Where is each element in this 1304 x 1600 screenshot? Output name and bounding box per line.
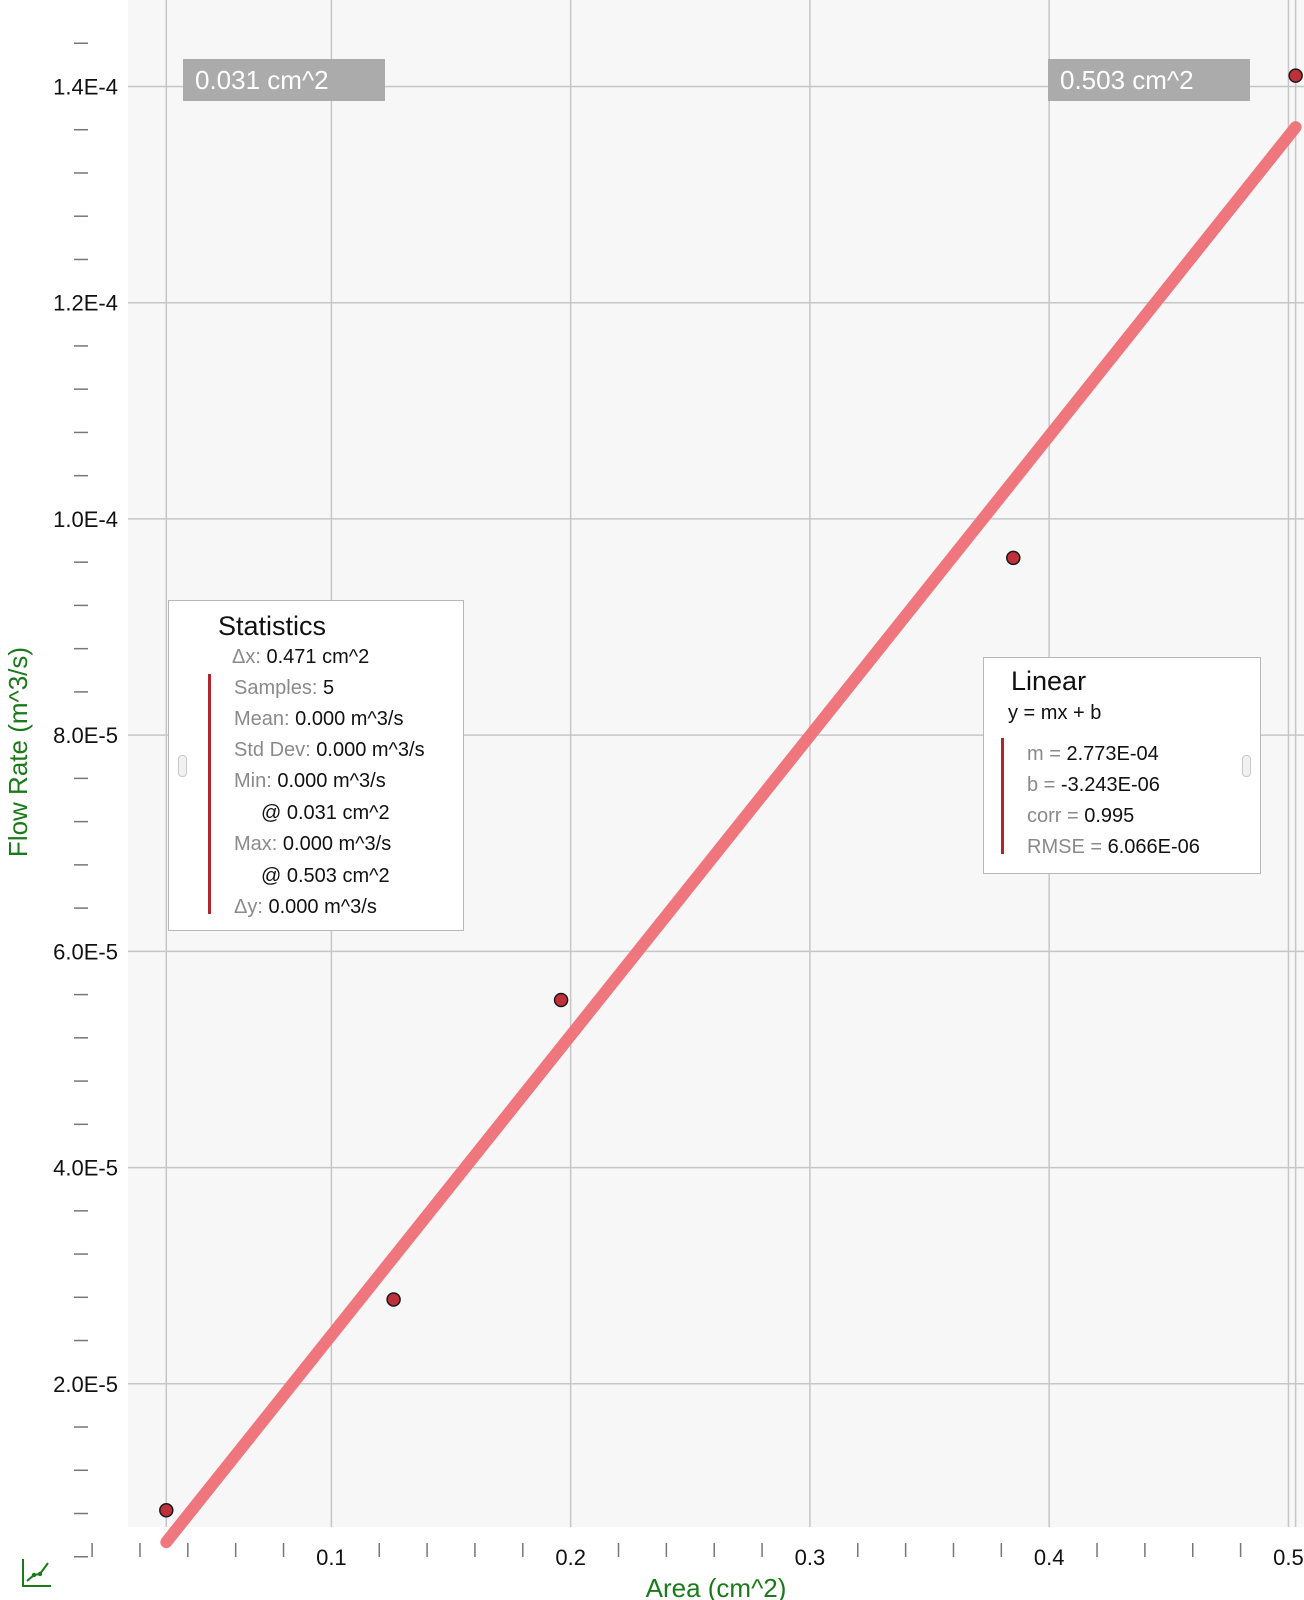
stat-std-dev-key: Std Dev: bbox=[234, 739, 311, 761]
stat-dy-value: 0.000 m^3/s bbox=[268, 896, 377, 918]
y-tick-label: 6.0E-5 bbox=[53, 939, 118, 964]
y-tick-label: 8.0E-5 bbox=[53, 723, 118, 748]
linear-b: b = -3.243E-06 bbox=[1027, 774, 1160, 797]
stat-dx-value: 0.471 cm^2 bbox=[266, 646, 370, 668]
linear-rmse-value: 6.066E-06 bbox=[1107, 836, 1200, 858]
stat-max-value: 0.000 m^3/s bbox=[282, 833, 392, 855]
stat-samples-key: Samples: bbox=[234, 677, 318, 699]
stat-mean: Mean: 0.000 m^3/s bbox=[234, 708, 404, 731]
y-tick-label: 1.4E-4 bbox=[53, 74, 118, 99]
linear-corr-key: corr = bbox=[1027, 805, 1079, 827]
graph-icon[interactable] bbox=[20, 1557, 52, 1589]
data-point[interactable] bbox=[159, 1503, 174, 1518]
y-tick-label: 1.0E-4 bbox=[53, 507, 118, 532]
linear-fit-box[interactable]: Linear y = mx + b m = 2.773E-04 b = -3.2… bbox=[983, 657, 1261, 874]
y-tick-label: 1.2E-4 bbox=[53, 291, 118, 316]
data-point[interactable] bbox=[386, 1292, 401, 1307]
x-axis-title: Area (cm^2) bbox=[646, 1573, 787, 1600]
statistics-title: Statistics bbox=[218, 611, 327, 641]
stat-std-dev-value: 0.000 m^3/s bbox=[316, 739, 425, 761]
y-tick-label: 2.0E-5 bbox=[53, 1372, 118, 1397]
y-tick-label: 4.0E-5 bbox=[53, 1156, 118, 1181]
data-point[interactable] bbox=[1006, 550, 1021, 566]
statistics-series-bar bbox=[208, 674, 211, 914]
axis-ticks: 0.1 0.2 0.3 0.4 0.5 2.0E-5 4.0E-5 6.0E-5 8.0E-5 1… bbox=[53, 42, 1304, 1570]
linear-title: Linear bbox=[1011, 666, 1087, 696]
stat-samples-value: 5 bbox=[322, 677, 335, 699]
stat-dx-key: Δx: bbox=[232, 646, 261, 668]
linear-m-value: 2.773E-04 bbox=[1066, 743, 1159, 765]
stat-dy: Δy: 0.000 m^3/s bbox=[234, 896, 377, 919]
x-tick-label: 0.2 bbox=[555, 1545, 586, 1570]
selection-end-label[interactable]: 0.503 cm^2 bbox=[1048, 59, 1250, 101]
linear-corr: corr = 0.995 bbox=[1027, 805, 1134, 828]
statistics-box[interactable]: Statistics Δx: 0.471 cm^2 Samples: 5 Mea… bbox=[168, 600, 464, 931]
x-tick-label: 0.1 bbox=[316, 1545, 347, 1570]
stat-samples: Samples: 5 bbox=[234, 677, 334, 700]
stat-min: Min: 0.000 m^3/s bbox=[234, 770, 386, 793]
linear-corr-value: 0.995 bbox=[1084, 805, 1135, 827]
stat-max: Max: 0.000 m^3/s bbox=[234, 833, 391, 856]
x-tick-label: 0.4 bbox=[1034, 1545, 1065, 1570]
stat-dx: Δx: 0.471 cm^2 bbox=[232, 646, 369, 669]
linear-m-key: m = bbox=[1027, 743, 1061, 765]
stat-std-dev: Std Dev: 0.000 m^3/s bbox=[234, 739, 425, 762]
stat-max-at: @ 0.503 cm^2 bbox=[261, 865, 390, 887]
x-tick-label: 0.3 bbox=[795, 1545, 826, 1570]
stat-mean-key: Mean: bbox=[234, 708, 290, 730]
linear-series-bar bbox=[1001, 738, 1004, 854]
linear-b-key: b = bbox=[1027, 774, 1056, 796]
linear-equation: y = mx + b bbox=[1008, 702, 1102, 724]
stat-min-value: 0.000 m^3/s bbox=[277, 770, 386, 792]
x-tick-label: 0.5 bbox=[1273, 1545, 1304, 1570]
linear-fit-line[interactable] bbox=[160, 121, 1302, 1549]
points-layer bbox=[159, 68, 1303, 1518]
linear-drag-handle[interactable] bbox=[1242, 755, 1251, 777]
linear-m: m = 2.773E-04 bbox=[1027, 743, 1159, 766]
stat-min-key: Min: bbox=[234, 770, 272, 792]
stat-mean-value: 0.000 m^3/s bbox=[295, 708, 404, 730]
statistics-drag-handle[interactable] bbox=[178, 755, 187, 777]
data-point[interactable] bbox=[553, 992, 569, 1008]
linear-b-value: -3.243E-06 bbox=[1060, 774, 1160, 796]
y-axis-title: Flow Rate (m^3/s) bbox=[3, 647, 33, 857]
selection-start-label[interactable]: 0.031 cm^2 bbox=[183, 59, 385, 101]
linear-rmse: RMSE = 6.066E-06 bbox=[1027, 836, 1200, 859]
stat-max-key: Max: bbox=[234, 833, 278, 855]
linear-rmse-key: RMSE = bbox=[1027, 836, 1103, 858]
stat-min-at: @ 0.031 cm^2 bbox=[261, 802, 390, 824]
data-point[interactable] bbox=[1288, 68, 1303, 83]
stat-dy-key: Δy: bbox=[234, 896, 263, 918]
fit-layer bbox=[160, 121, 1302, 1549]
